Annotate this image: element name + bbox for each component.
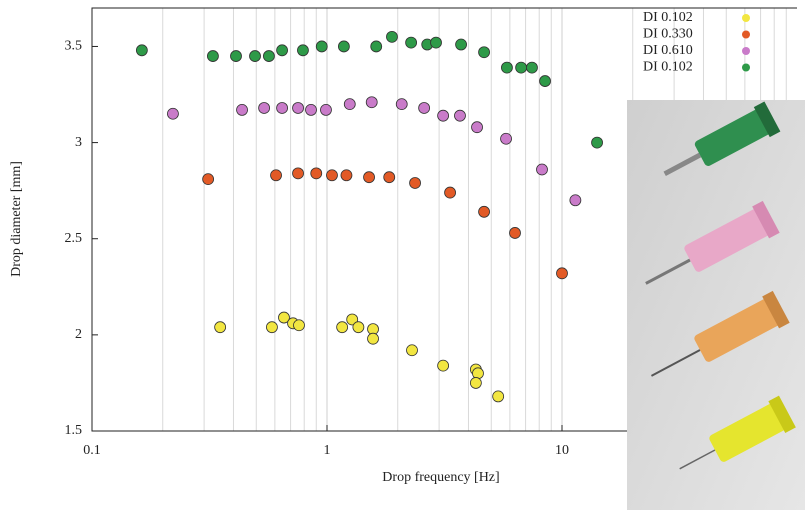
point <box>346 313 359 326</box>
point <box>370 40 383 53</box>
point <box>430 36 442 49</box>
point <box>405 36 418 49</box>
point <box>340 169 353 182</box>
photo-inset <box>627 100 805 510</box>
needle-orange <box>650 290 790 377</box>
x-tick-label: 10 <box>555 443 569 458</box>
point <box>515 61 528 74</box>
point <box>469 377 482 389</box>
point <box>258 102 271 114</box>
needle-pink <box>645 200 780 285</box>
point <box>383 171 396 184</box>
y-tick-label: 2 <box>75 327 82 342</box>
point <box>406 344 418 357</box>
legend-marker <box>742 63 750 72</box>
point <box>455 38 467 51</box>
legend-label: DI 0.102 <box>643 60 693 75</box>
point <box>500 132 512 145</box>
x-tick-label: 0.1 <box>83 443 101 458</box>
point <box>297 44 309 57</box>
point <box>320 104 332 116</box>
point <box>454 109 466 122</box>
point <box>167 107 179 120</box>
point <box>278 311 290 324</box>
point <box>315 40 328 53</box>
point <box>363 171 375 184</box>
legend-label: DI 0.610 <box>643 43 693 58</box>
point <box>236 104 248 116</box>
point <box>343 98 356 111</box>
x-axis-label: Drop frequency [Hz] <box>382 470 499 485</box>
y-axis-label: Drop diameter [mm] <box>9 161 24 277</box>
x-tick-label: 1 <box>324 443 331 458</box>
legend-marker <box>742 30 750 39</box>
point <box>249 50 261 62</box>
point <box>526 61 538 74</box>
point <box>478 46 490 59</box>
point <box>207 50 219 62</box>
point <box>501 61 513 74</box>
y-tick-label: 3 <box>75 135 82 150</box>
point <box>569 194 582 207</box>
point <box>365 96 378 109</box>
point <box>276 44 288 57</box>
point <box>472 367 484 380</box>
point <box>386 30 398 43</box>
point <box>591 136 603 149</box>
point <box>310 167 323 180</box>
point <box>367 332 379 345</box>
point <box>326 169 338 182</box>
point <box>292 102 304 114</box>
point <box>270 169 282 182</box>
point <box>214 321 227 334</box>
point <box>444 186 456 199</box>
point <box>492 390 505 403</box>
point <box>135 44 148 57</box>
point <box>478 205 490 218</box>
point <box>292 167 304 180</box>
point <box>230 50 242 62</box>
point <box>336 321 349 334</box>
point <box>539 75 551 87</box>
point <box>437 359 450 372</box>
point <box>305 104 317 116</box>
needle-green <box>663 101 781 176</box>
point <box>266 321 278 334</box>
point <box>437 109 450 122</box>
needle-yellow <box>679 395 796 470</box>
point <box>202 173 215 186</box>
point <box>471 121 483 134</box>
point <box>509 227 521 239</box>
point <box>395 98 408 111</box>
legend-marker <box>742 14 750 22</box>
point <box>337 40 350 53</box>
legend-marker <box>742 47 750 55</box>
y-tick-label: 2.5 <box>65 231 83 246</box>
point <box>536 163 548 176</box>
legend-label: DI 0.102 <box>643 10 693 25</box>
point <box>293 319 305 332</box>
point <box>418 102 431 114</box>
y-tick-label: 3.5 <box>65 39 83 54</box>
y-tick-label: 1.5 <box>65 423 83 438</box>
point <box>409 177 421 189</box>
point <box>276 102 288 114</box>
point <box>263 50 275 62</box>
axis-frame <box>91 7 797 432</box>
point <box>556 267 568 280</box>
legend-label: DI 0.330 <box>643 27 693 42</box>
point <box>352 321 365 334</box>
